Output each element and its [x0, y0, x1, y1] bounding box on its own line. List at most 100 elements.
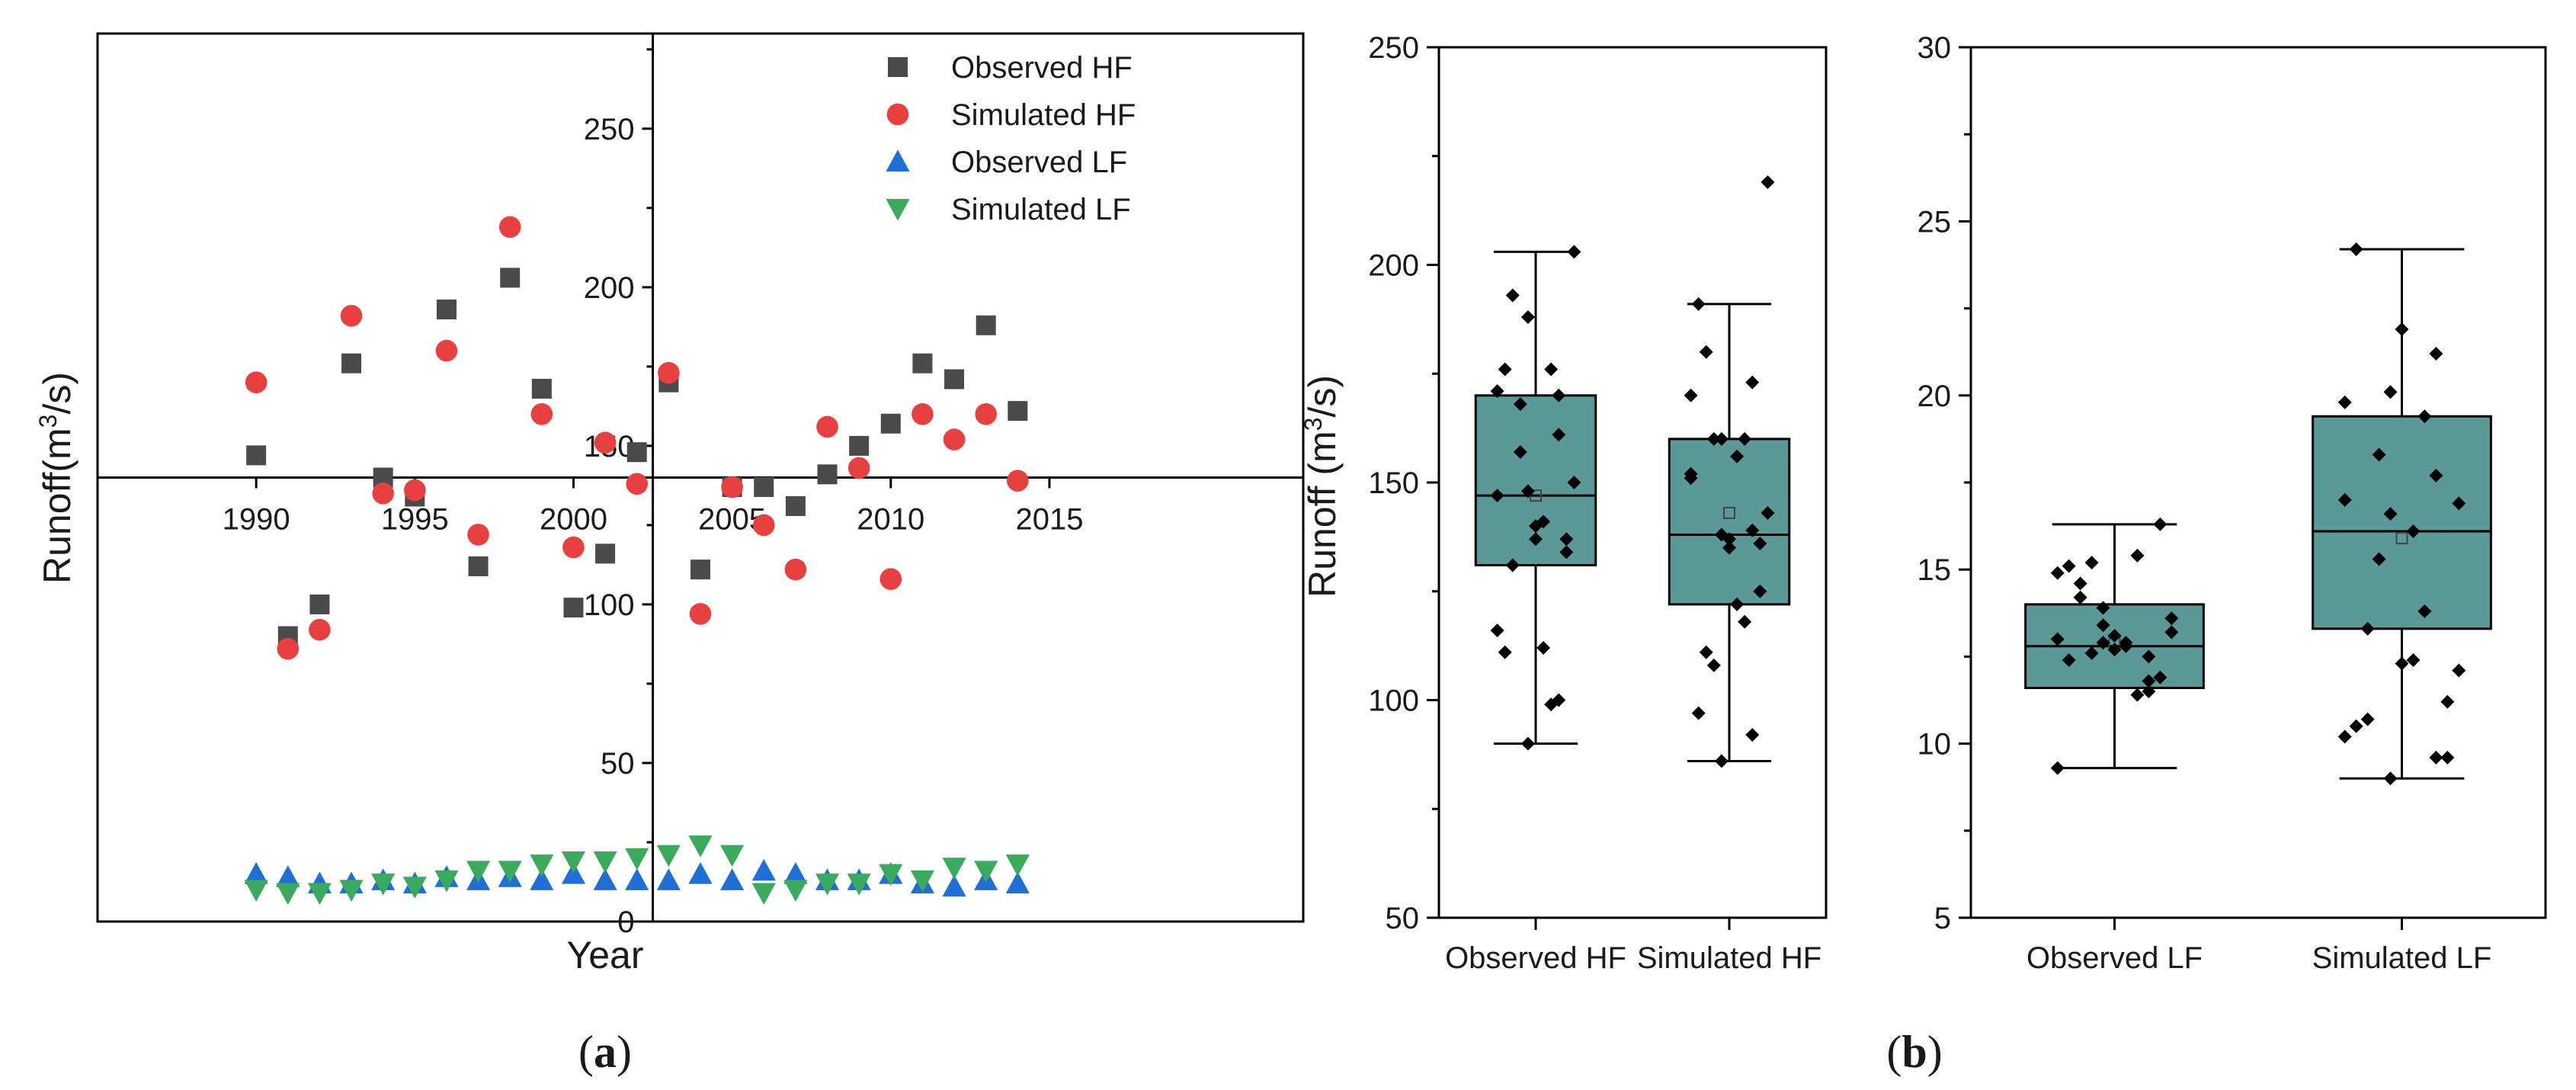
observed-lf-point-2001: [593, 868, 617, 890]
legend-label-simulated-lf: Simulated LF: [951, 193, 1131, 226]
hf-observed-hf-point-0: [1490, 489, 1504, 503]
hf-observed-hf-point-7: [1536, 640, 1551, 655]
legend-label-simulated-hf: Simulated HF: [951, 98, 1136, 132]
hf-simulated-hf-point-5: [1753, 536, 1767, 550]
x-tick-label-1995: 1995: [381, 503, 449, 537]
lf-observed-lf-x-label: Observed LF: [2027, 941, 2203, 975]
simulated-hf-point-1991: [277, 637, 300, 660]
lf-simulated-lf-point-7: [2406, 524, 2421, 538]
hf-observed-hf-point-14: [1498, 645, 1512, 659]
lf-y-tick-label-25: 25: [1918, 205, 1952, 239]
lf-simulated-lf-point-6: [2360, 621, 2375, 636]
lf-simulated-lf-point-16: [2440, 750, 2455, 765]
panel-a-legend: Observed HF Simulated HF Observed LF Simula…: [886, 51, 1136, 226]
hf-simulated-hf-point-3: [1691, 297, 1706, 311]
legend-marker-simulated-lf: [886, 199, 910, 221]
simulated-hf-point-2012: [943, 428, 966, 450]
lf-observed-lf-point-8: [2164, 611, 2179, 626]
hf-y-tick-label-250: 250: [1368, 31, 1419, 65]
simulated-hf-point-2003: [658, 361, 680, 384]
panel-a-label-letter: a: [594, 1027, 617, 1077]
simulated-hf-point-2002: [626, 473, 649, 495]
panel-a-label: (a): [578, 1027, 632, 1077]
y-tick-label-0: 0: [617, 906, 634, 939]
lf-observed-lf-point-11: [2050, 632, 2065, 646]
hf-observed-hf-point-3: [1498, 362, 1512, 377]
simulated-lf-point-2000: [561, 851, 586, 874]
hf-observed-hf-point-21: [1544, 362, 1559, 377]
simulated-lf-point-1995: [402, 877, 427, 899]
hf-y-tick-label-100: 100: [1368, 684, 1419, 718]
lf-observed-lf-point-3: [2062, 652, 2076, 667]
hf-simulated-hf-point-7: [1730, 597, 1745, 611]
simulated-lf-point-1990: [244, 880, 268, 902]
lf-simulated-lf-point-10: [2417, 409, 2432, 424]
simulated-lf-point-2004: [688, 835, 713, 858]
x-tick-label-2000: 2000: [540, 503, 607, 537]
hf-observed-hf-x-label: Observed HF: [1445, 941, 1626, 975]
simulated-lf-point-1991: [276, 883, 300, 906]
lf-observed-lf-point-20: [2084, 556, 2099, 570]
hf-y-tick-label-150: 150: [1368, 466, 1419, 500]
panel-a-y-title-superscript: 3: [34, 415, 62, 428]
simulated-hf-point-1992: [309, 618, 331, 641]
panel-a-y-title-main: Runoff(m: [36, 428, 78, 584]
hf-simulated-hf-point-8: [1761, 175, 1775, 190]
panel-b-y-title-main: Runoff (m: [1301, 431, 1344, 598]
observed-hf-point-1990: [246, 445, 267, 466]
hf-simulated-hf-point-6: [1699, 345, 1713, 359]
lf-y-tick-label-20: 20: [1918, 380, 1952, 413]
hf-y-tick-label-200: 200: [1368, 249, 1419, 283]
hf-simulated-hf-point-24: [1745, 523, 1760, 537]
simulated-lf-point-1994: [371, 874, 396, 896]
hf-y-tick-label-50: 50: [1386, 902, 1420, 935]
simulated-hf-point-1994: [372, 482, 394, 505]
hf-observed-hf-point-11: [1490, 624, 1504, 638]
lf-observed-lf-point-2: [2142, 674, 2156, 688]
simulated-hf-point-2000: [562, 536, 585, 559]
hf-simulated-hf-box: [1668, 438, 1791, 606]
y-tick-label-250: 250: [584, 113, 635, 146]
lf-observed-lf-point-0: [2050, 566, 2065, 580]
simulated-lf-point-2009: [847, 874, 871, 896]
simulated-lf-point-2003: [656, 845, 681, 867]
lf-simulated-lf-point-2: [2429, 750, 2443, 765]
lf-simulated-lf-point-14: [2349, 242, 2363, 256]
observed-lf-point-2006: [751, 858, 776, 881]
observed-hf-point-2000: [563, 598, 584, 618]
lf-simulated-lf-point-5: [2440, 694, 2455, 709]
lf-simulated-lf-x-label: Simulated LF: [2312, 941, 2492, 975]
simulated-lf-point-2006: [751, 883, 776, 906]
x-tick-label-1990: 1990: [223, 503, 290, 537]
simulated-hf-point-1997: [467, 524, 489, 546]
legend-marker-observed-hf: [888, 57, 908, 77]
hf-simulated-hf-point-0: [1684, 388, 1698, 402]
y-tick-label-100: 100: [584, 588, 635, 622]
y-tick-label-50: 50: [601, 747, 635, 781]
lf-simulated-lf-point-22: [2337, 492, 2352, 507]
simulated-lf-point-2014: [1005, 854, 1030, 877]
panel-a-label-open: (: [578, 1027, 594, 1077]
simulated-lf-point-2005: [720, 845, 745, 867]
hf-simulated-hf-point-20: [1706, 658, 1721, 672]
panel-a-y-ticks: 050100150200250: [584, 48, 653, 939]
lf-simulated-lf-point-21: [2417, 604, 2432, 619]
hf-observed-hf-point-9: [1513, 397, 1527, 412]
hf-observed-hf-point-20: [1513, 445, 1527, 460]
observed-hf-point-2009: [849, 435, 870, 456]
simulated-lf-point-2007: [783, 880, 808, 902]
panel-b-label-close: ): [1927, 1027, 1943, 1077]
hf-observed-hf-point-8: [1567, 245, 1581, 259]
lf-observed-lf-point-21: [2130, 688, 2145, 702]
legend-label-observed-hf: Observed HF: [951, 51, 1133, 85]
panel-a-y-axis-title: Runoff(m3/s): [34, 372, 78, 584]
simulated-hf-point-1995: [404, 479, 426, 502]
observed-hf-point-1996: [436, 299, 457, 319]
lf-observed-lf-point-22: [2050, 761, 2065, 775]
observed-hf-point-2010: [880, 413, 901, 434]
simulated-hf-point-1996: [435, 339, 458, 362]
lf-observed-lf-point-14: [2062, 559, 2076, 573]
hf-simulated-hf-point-9: [1706, 431, 1721, 446]
lf-y-tick-label-30: 30: [1918, 31, 1952, 65]
simulated-lf-point-1997: [466, 861, 491, 883]
